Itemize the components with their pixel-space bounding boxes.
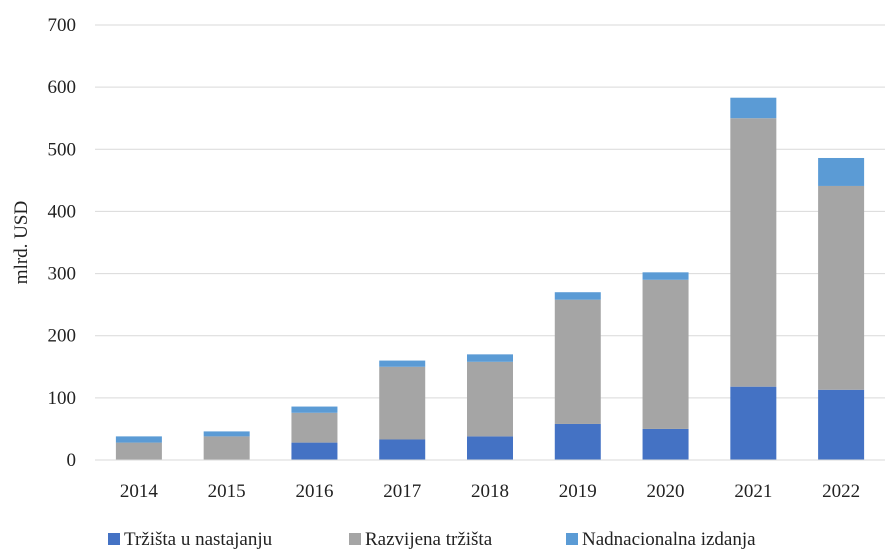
y-tick-label: 500 (48, 139, 77, 160)
y-tick-label: 100 (48, 388, 77, 409)
x-tick-label: 2018 (471, 481, 509, 502)
bars (115, 97, 865, 460)
legend-label: Razvijena tržišta (365, 529, 493, 550)
y-tick-label: 0 (67, 450, 77, 471)
x-tick-label: 2015 (208, 481, 246, 502)
x-axis-tick-labels: 2014 2015 2016 2017 2018 2019 2020 2021 2022 (120, 481, 860, 502)
bar-segment (291, 442, 338, 460)
bar-segment (115, 442, 162, 460)
legend-swatch (108, 533, 120, 545)
bar-segment (730, 386, 777, 460)
bar-segment (554, 299, 601, 424)
y-axis-tick-labels: 0 100 200 300 400 500 600 700 (48, 15, 77, 471)
x-tick-label: 2020 (647, 481, 685, 502)
bar-segment (379, 360, 426, 367)
bar-segment (730, 97, 777, 119)
legend-swatch (349, 533, 361, 545)
bar-segment (203, 436, 250, 460)
legend-swatch (566, 533, 578, 545)
x-tick-label: 2014 (120, 481, 159, 502)
bar-segment (291, 412, 338, 443)
bar-segment (818, 389, 865, 460)
y-tick-label: 700 (48, 15, 77, 36)
bar-segment (554, 423, 601, 460)
gridlines (95, 24, 885, 399)
x-tick-label: 2016 (295, 481, 333, 502)
bar-segment (379, 439, 426, 460)
bar-segment (467, 361, 513, 437)
y-tick-label: 200 (48, 326, 77, 347)
y-axis-title: mlrd. USD (11, 201, 32, 284)
bar-segment (818, 185, 865, 390)
legend: Tržišta u nastajanju Razvijena tržišta Nad… (108, 529, 756, 550)
bar-segment (642, 272, 689, 280)
bar-segment (115, 436, 162, 443)
bar-segment (554, 292, 601, 300)
x-tick-label: 2021 (734, 481, 772, 502)
legend-label: Tržišta u nastajanju (124, 529, 273, 550)
bar-segment (730, 118, 777, 387)
x-tick-label: 2017 (383, 481, 421, 502)
y-tick-label: 300 (48, 264, 77, 285)
x-tick-label: 2022 (822, 481, 860, 502)
bar-segment (467, 436, 513, 460)
bar-segment (642, 279, 689, 429)
bar-segment (291, 406, 338, 413)
bar-segment (467, 354, 513, 362)
bar-segment (379, 366, 426, 440)
bar-segment (642, 428, 689, 460)
y-tick-label: 600 (48, 77, 77, 98)
legend-label: Nadnacionalna izdanja (582, 529, 756, 550)
bar-segment (203, 431, 250, 437)
bar-segment (818, 157, 865, 186)
y-tick-label: 400 (48, 201, 77, 222)
x-tick-label: 2019 (559, 481, 597, 502)
